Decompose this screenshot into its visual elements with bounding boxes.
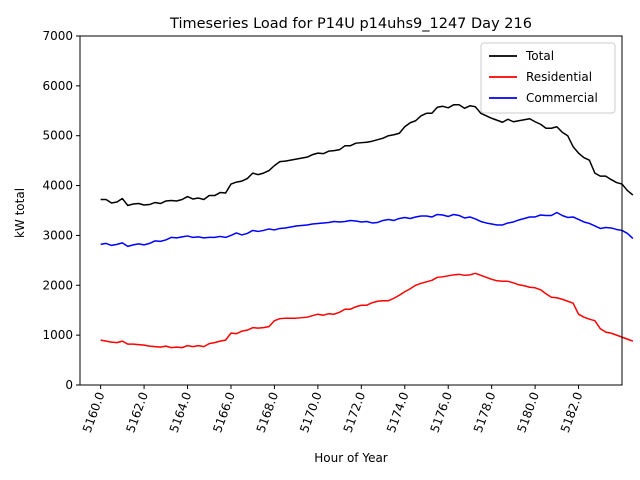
y-axis-label: kW total: [13, 188, 27, 238]
series-line-residential: [100, 272, 634, 349]
y-tick-label: 2000: [42, 278, 73, 292]
series-line-commercial: [100, 211, 634, 248]
axes-frame: [79, 35, 623, 386]
x-axis-label: Hour of Year: [314, 451, 388, 465]
y-tick-label: 1000: [42, 328, 73, 342]
legend-label: Commercial: [526, 91, 598, 105]
y-tick-label: 0: [65, 378, 73, 392]
y-tick-label: 4000: [42, 179, 73, 193]
legend-box: [480, 42, 616, 114]
y-tick-label: 6000: [42, 79, 73, 93]
legend-label: Residential: [526, 70, 592, 84]
y-tick-label: 3000: [42, 228, 73, 242]
legend-label: Total: [525, 49, 554, 63]
legend: Total Residential Commercial: [480, 42, 616, 114]
y-tick-label: 5000: [42, 129, 73, 143]
series-line-total: [100, 104, 634, 207]
y-tick-label: 7000: [42, 29, 73, 43]
chart-title: Timeseries Load for P14U p14uhs9_1247 Da…: [169, 16, 532, 32]
